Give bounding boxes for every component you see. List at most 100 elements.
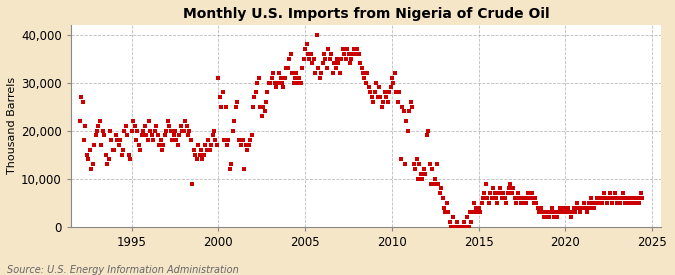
Point: [414, 162, 425, 166]
Point: [311, 32, 322, 37]
Point: [625, 200, 636, 205]
Point: [556, 210, 566, 214]
Point: [271, 85, 281, 90]
Point: [304, 56, 315, 61]
Point: [219, 138, 230, 142]
Point: [605, 191, 616, 195]
Point: [591, 200, 601, 205]
Point: [192, 143, 203, 147]
Point: [500, 196, 510, 200]
Point: [134, 143, 144, 147]
Point: [495, 186, 506, 191]
Point: [121, 124, 132, 128]
Point: [167, 138, 178, 142]
Point: [331, 56, 342, 61]
Point: [126, 128, 137, 133]
Point: [363, 85, 374, 90]
Point: [515, 200, 526, 205]
Point: [288, 80, 299, 85]
Point: [246, 133, 257, 138]
Point: [226, 162, 237, 166]
Point: [106, 138, 117, 142]
Point: [307, 61, 318, 65]
Point: [498, 191, 509, 195]
Point: [129, 124, 140, 128]
Point: [512, 191, 523, 195]
Point: [385, 85, 396, 90]
Point: [297, 66, 308, 70]
Point: [481, 181, 491, 186]
Point: [282, 66, 293, 70]
Point: [139, 124, 150, 128]
Point: [290, 76, 300, 80]
Point: [177, 128, 188, 133]
Point: [252, 80, 263, 85]
Point: [444, 220, 455, 224]
Point: [250, 90, 261, 94]
Point: [412, 177, 423, 181]
Point: [180, 119, 190, 123]
Point: [446, 225, 457, 229]
Point: [418, 167, 429, 171]
Point: [198, 152, 209, 157]
Point: [238, 138, 248, 142]
Point: [225, 167, 236, 171]
Point: [578, 200, 589, 205]
Point: [115, 138, 126, 142]
Point: [535, 205, 546, 210]
Point: [220, 104, 231, 109]
Point: [525, 196, 536, 200]
Point: [107, 148, 118, 152]
Point: [248, 104, 259, 109]
Point: [425, 181, 436, 186]
Point: [557, 205, 568, 210]
Point: [196, 148, 207, 152]
Point: [560, 205, 571, 210]
Point: [543, 210, 554, 214]
Point: [367, 95, 377, 99]
Point: [223, 138, 234, 142]
Point: [511, 200, 522, 205]
Point: [215, 95, 225, 99]
Point: [429, 181, 439, 186]
Point: [265, 80, 276, 85]
Point: [205, 148, 215, 152]
Point: [327, 71, 338, 75]
Point: [595, 196, 605, 200]
Point: [502, 191, 513, 195]
Point: [496, 196, 507, 200]
Point: [587, 200, 598, 205]
Point: [136, 133, 147, 138]
Point: [377, 104, 387, 109]
Point: [267, 76, 277, 80]
Point: [407, 104, 418, 109]
Point: [140, 133, 151, 138]
Point: [128, 119, 138, 123]
Point: [379, 90, 390, 94]
Point: [96, 143, 107, 147]
Point: [470, 205, 481, 210]
Point: [477, 200, 487, 205]
Point: [563, 205, 574, 210]
Point: [176, 124, 186, 128]
Point: [190, 152, 200, 157]
Point: [572, 200, 583, 205]
Point: [330, 66, 341, 70]
Point: [99, 133, 109, 138]
Point: [443, 210, 454, 214]
Point: [360, 80, 371, 85]
Point: [334, 71, 345, 75]
Point: [301, 42, 312, 46]
Point: [274, 71, 285, 75]
Point: [148, 138, 159, 142]
Point: [244, 143, 254, 147]
Point: [178, 128, 189, 133]
Point: [434, 191, 445, 195]
Point: [93, 124, 104, 128]
Point: [210, 138, 221, 142]
Point: [97, 128, 108, 133]
Point: [245, 138, 256, 142]
Point: [155, 138, 166, 142]
Point: [191, 157, 202, 162]
Y-axis label: Thousand Barrels: Thousand Barrels: [7, 77, 17, 174]
